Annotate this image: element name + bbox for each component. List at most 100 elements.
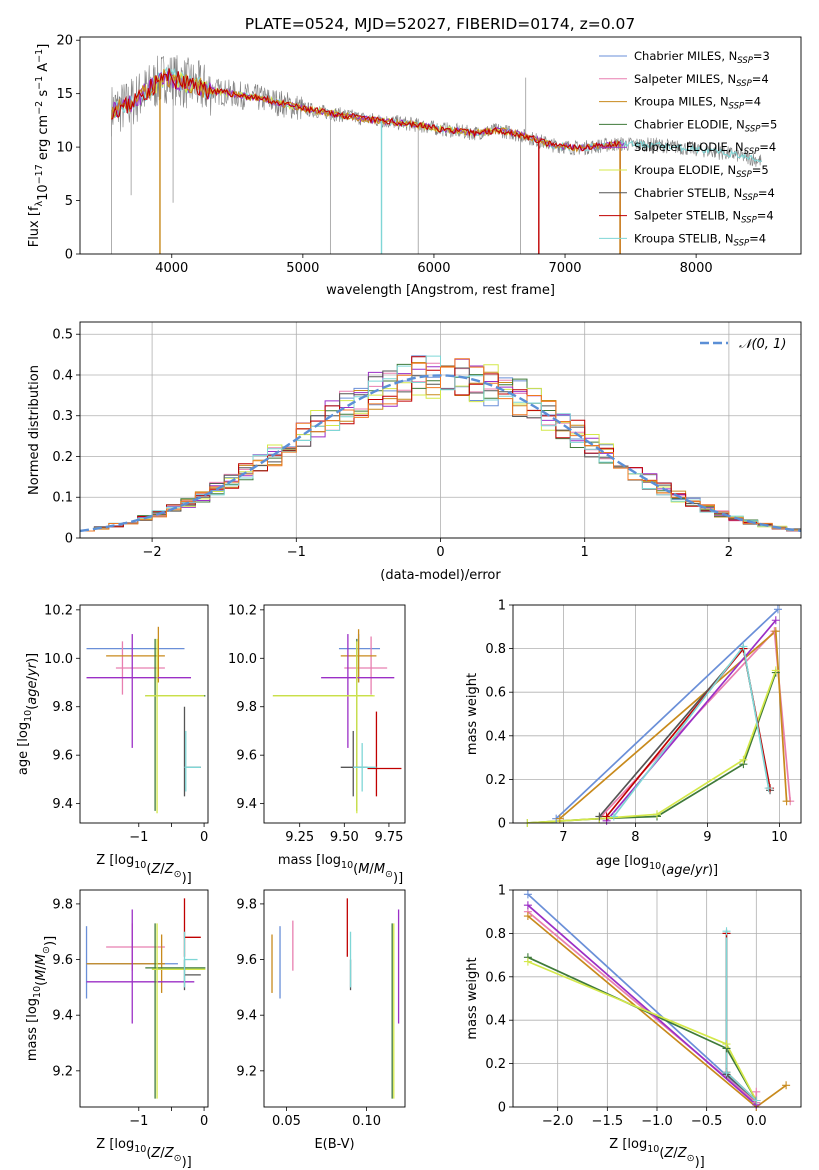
legend-sub: SSP <box>742 193 758 203</box>
y-tick-label: 0 <box>65 248 73 263</box>
x-tick-label: 9 <box>703 830 711 845</box>
legend-sub: SSP <box>744 147 760 157</box>
axis-label-part: / <box>369 862 374 877</box>
y-tick-label: 9.8 <box>52 700 73 715</box>
y-tick-label: 0.6 <box>485 686 506 701</box>
weight-line <box>527 915 787 1107</box>
plot-area <box>80 355 801 533</box>
weight-line <box>527 893 757 1104</box>
legend-value: =3 <box>753 49 770 63</box>
axis-label-part: ⊙ <box>385 869 393 880</box>
axis-label-part: ( <box>353 862 358 877</box>
y-tick-label: 0.8 <box>485 642 506 657</box>
x-tick-label: 2 <box>725 545 733 560</box>
legend-label: Kroupa MILES, NSSP=4 <box>634 95 761 112</box>
axes-frame <box>512 889 802 1108</box>
legend-name: Chabrier ELODIE, N <box>634 117 745 131</box>
axis-label-part: )] <box>393 871 403 886</box>
axis-label-part: ⊙ <box>687 1153 695 1164</box>
weight-marker <box>609 812 618 821</box>
axes-frame <box>512 604 802 824</box>
y-tick-label: 9.4 <box>52 1009 73 1024</box>
axis-label-part: Z <box>164 862 175 877</box>
axis-label-part: A <box>36 63 51 76</box>
y-tick-label: 5 <box>65 194 73 209</box>
y-tick-label: 10 <box>56 141 73 156</box>
x-tick-label: −1.5 <box>592 1114 624 1129</box>
y-tick-label: 9.2 <box>236 1064 257 1079</box>
legend-value: =5 <box>752 163 769 177</box>
legend-name: Salpeter STELIB, N <box>634 209 741 223</box>
legend-value: =4 <box>749 231 766 245</box>
x-tick-label: 7000 <box>548 261 581 276</box>
y-tick-label: 9.8 <box>236 700 257 715</box>
y-tick-label: 9.6 <box>236 749 257 764</box>
axes-age-vs-mass: 9.25 9.50 9.75 9.4 9.6 9.8 10.0 10.2 mass [log10… <box>228 603 406 886</box>
legend-label: Salpeter MILES, NSSP=4 <box>634 72 769 89</box>
weight-marker <box>523 957 532 966</box>
plot-area <box>110 55 762 254</box>
axes-mass-vs-Z: −1 09.29.49.69.8Z [log10(Z/Z⊙)]mass [log1… <box>25 889 209 1170</box>
axis-label-part: Z [log <box>96 853 134 868</box>
weight-line <box>559 629 788 820</box>
axis-label-part: mass [log <box>25 998 40 1061</box>
y-tick-label: 0.2 <box>52 450 73 465</box>
axis-label-part: / <box>34 965 49 970</box>
axis-label-part: 10 <box>649 861 661 872</box>
axis-label-part: 10 <box>23 710 34 722</box>
model-spectrum <box>111 68 621 152</box>
y-tick-label: 9.8 <box>52 897 73 912</box>
legend-value: =4 <box>757 209 774 223</box>
x-tick-label: 8 <box>631 830 639 845</box>
axis-label-part: yr <box>694 863 710 878</box>
normal-curve <box>80 374 801 533</box>
legend-value: =4 <box>752 72 769 86</box>
y-tick-label: 0 <box>65 532 73 547</box>
x-axis-label: (data-model)/error <box>380 568 501 583</box>
y-tick-label: 9.6 <box>236 953 257 968</box>
axis-label-part: 10 <box>134 860 146 871</box>
axes-weight-vs-Z: −2.0 −1.5 −1.0 −0.5 0.0 0 0.2 0.4 0.6 0.8 1 mass we… <box>465 884 802 1170</box>
y-tick-label: 0.6 <box>485 970 506 985</box>
model-spectrum <box>110 68 621 153</box>
weight-marker <box>782 1081 791 1090</box>
y-tick-label: 15 <box>56 87 73 102</box>
axis-label: Z [log10(Z/Z⊙)] <box>609 1137 704 1170</box>
x-tick-label: 0 <box>200 830 208 845</box>
legend-value: =5 <box>760 117 777 131</box>
weight-marker <box>602 812 611 821</box>
x-tick-label: 7 <box>559 830 567 845</box>
axis-label-part: Z [log <box>609 1137 647 1152</box>
legend-sub: SSP <box>741 216 757 226</box>
y-tick-label: 0.4 <box>485 1014 506 1029</box>
weight-line <box>527 904 757 1106</box>
x-tick-label: 9.75 <box>374 830 403 845</box>
x-axis-label: E(B-V) <box>314 1137 354 1152</box>
weight-marker <box>773 605 782 614</box>
x-tick-label: −0.5 <box>691 1114 723 1129</box>
axis-label-part: yr <box>25 661 40 677</box>
axes-frame <box>79 889 209 1108</box>
weight-marker <box>653 810 661 819</box>
axis-label-part: ( <box>34 981 49 986</box>
y-tick-label: 0.1 <box>52 491 73 506</box>
axes-frame <box>263 889 406 1108</box>
y-tick-label: 9.4 <box>52 797 73 812</box>
y-tick-label: 10.2 <box>44 603 73 618</box>
axis-label: Z [log10(Z/Z⊙)] <box>96 853 191 886</box>
x-tick-label: 0.10 <box>352 1114 381 1129</box>
y-tick-label: 10.0 <box>228 652 257 667</box>
x-tick-label: 10 <box>771 830 788 845</box>
model-spectrum <box>155 71 553 148</box>
axis-label-part: Z <box>150 1146 161 1161</box>
y-tick-label: 0.3 <box>52 409 73 424</box>
axis-label-part: ( <box>146 862 151 877</box>
axis-label-part: Z <box>150 862 161 877</box>
legend-label: Chabrier ELODIE, NSSP=5 <box>634 117 777 134</box>
axis-label-part: ] <box>36 44 51 49</box>
legend-sub: SSP <box>734 238 750 248</box>
legend-label: Chabrier MILES, NSSP=3 <box>634 49 770 66</box>
axis-label-part: age <box>666 863 690 878</box>
